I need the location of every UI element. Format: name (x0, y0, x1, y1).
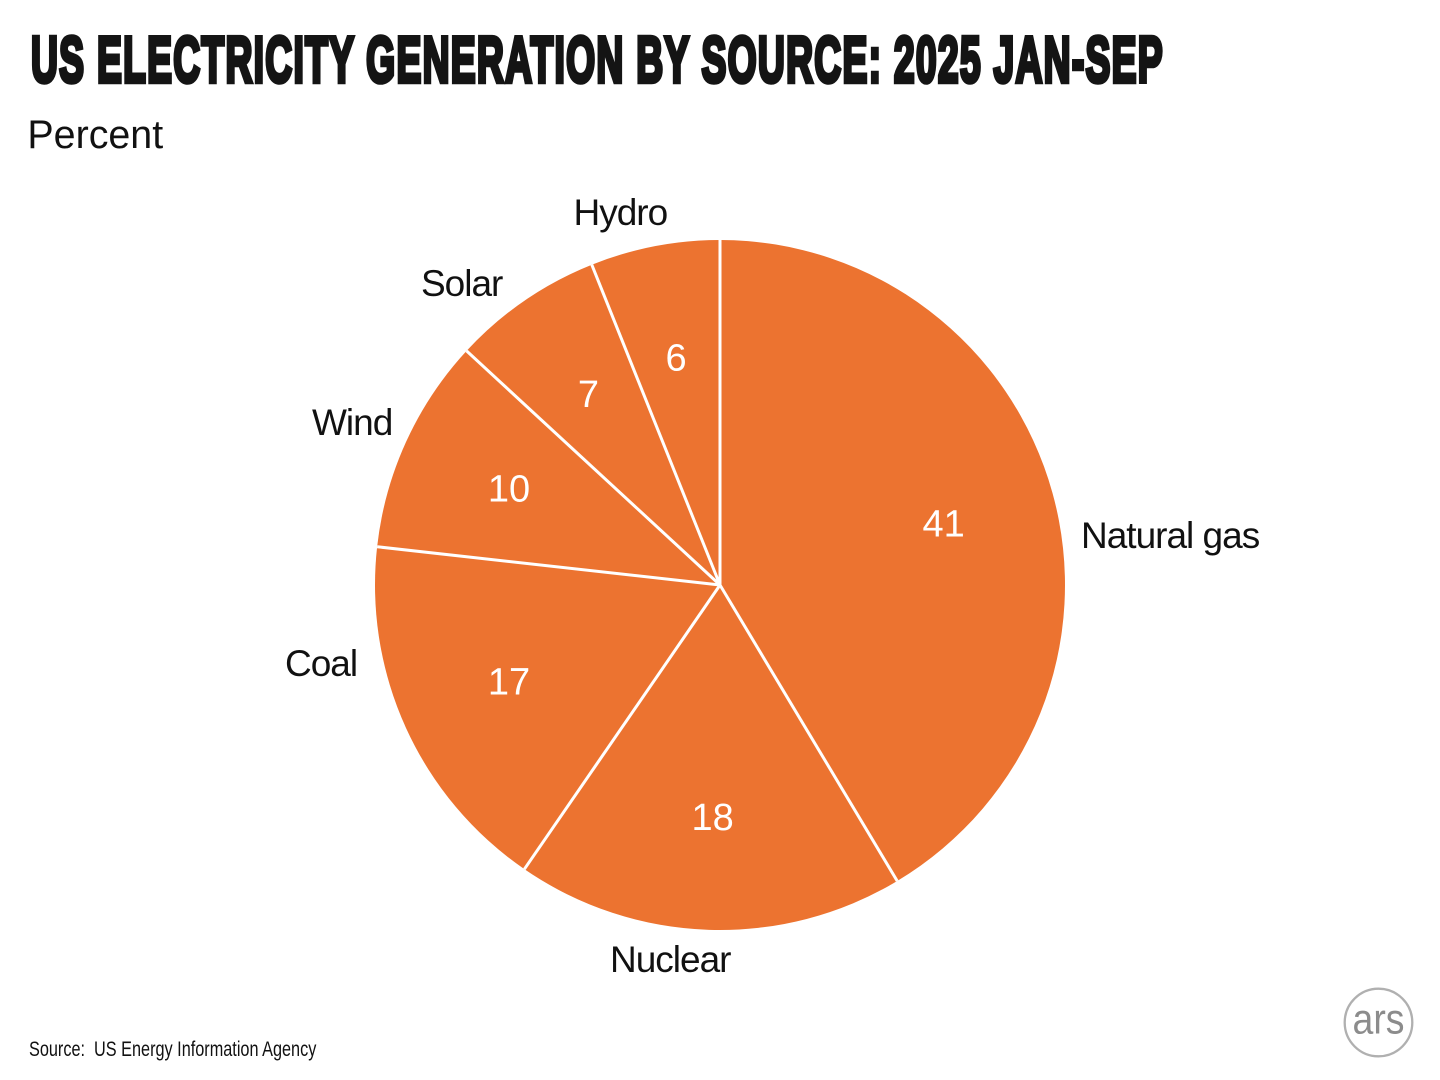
svg-text:10: 10 (488, 469, 530, 511)
svg-text:18: 18 (691, 797, 733, 839)
svg-text:41: 41 (922, 503, 964, 545)
svg-text:7: 7 (578, 374, 599, 416)
svg-text:ars: ars (1353, 995, 1405, 1043)
svg-text:6: 6 (666, 337, 687, 379)
svg-text:17: 17 (488, 662, 530, 704)
